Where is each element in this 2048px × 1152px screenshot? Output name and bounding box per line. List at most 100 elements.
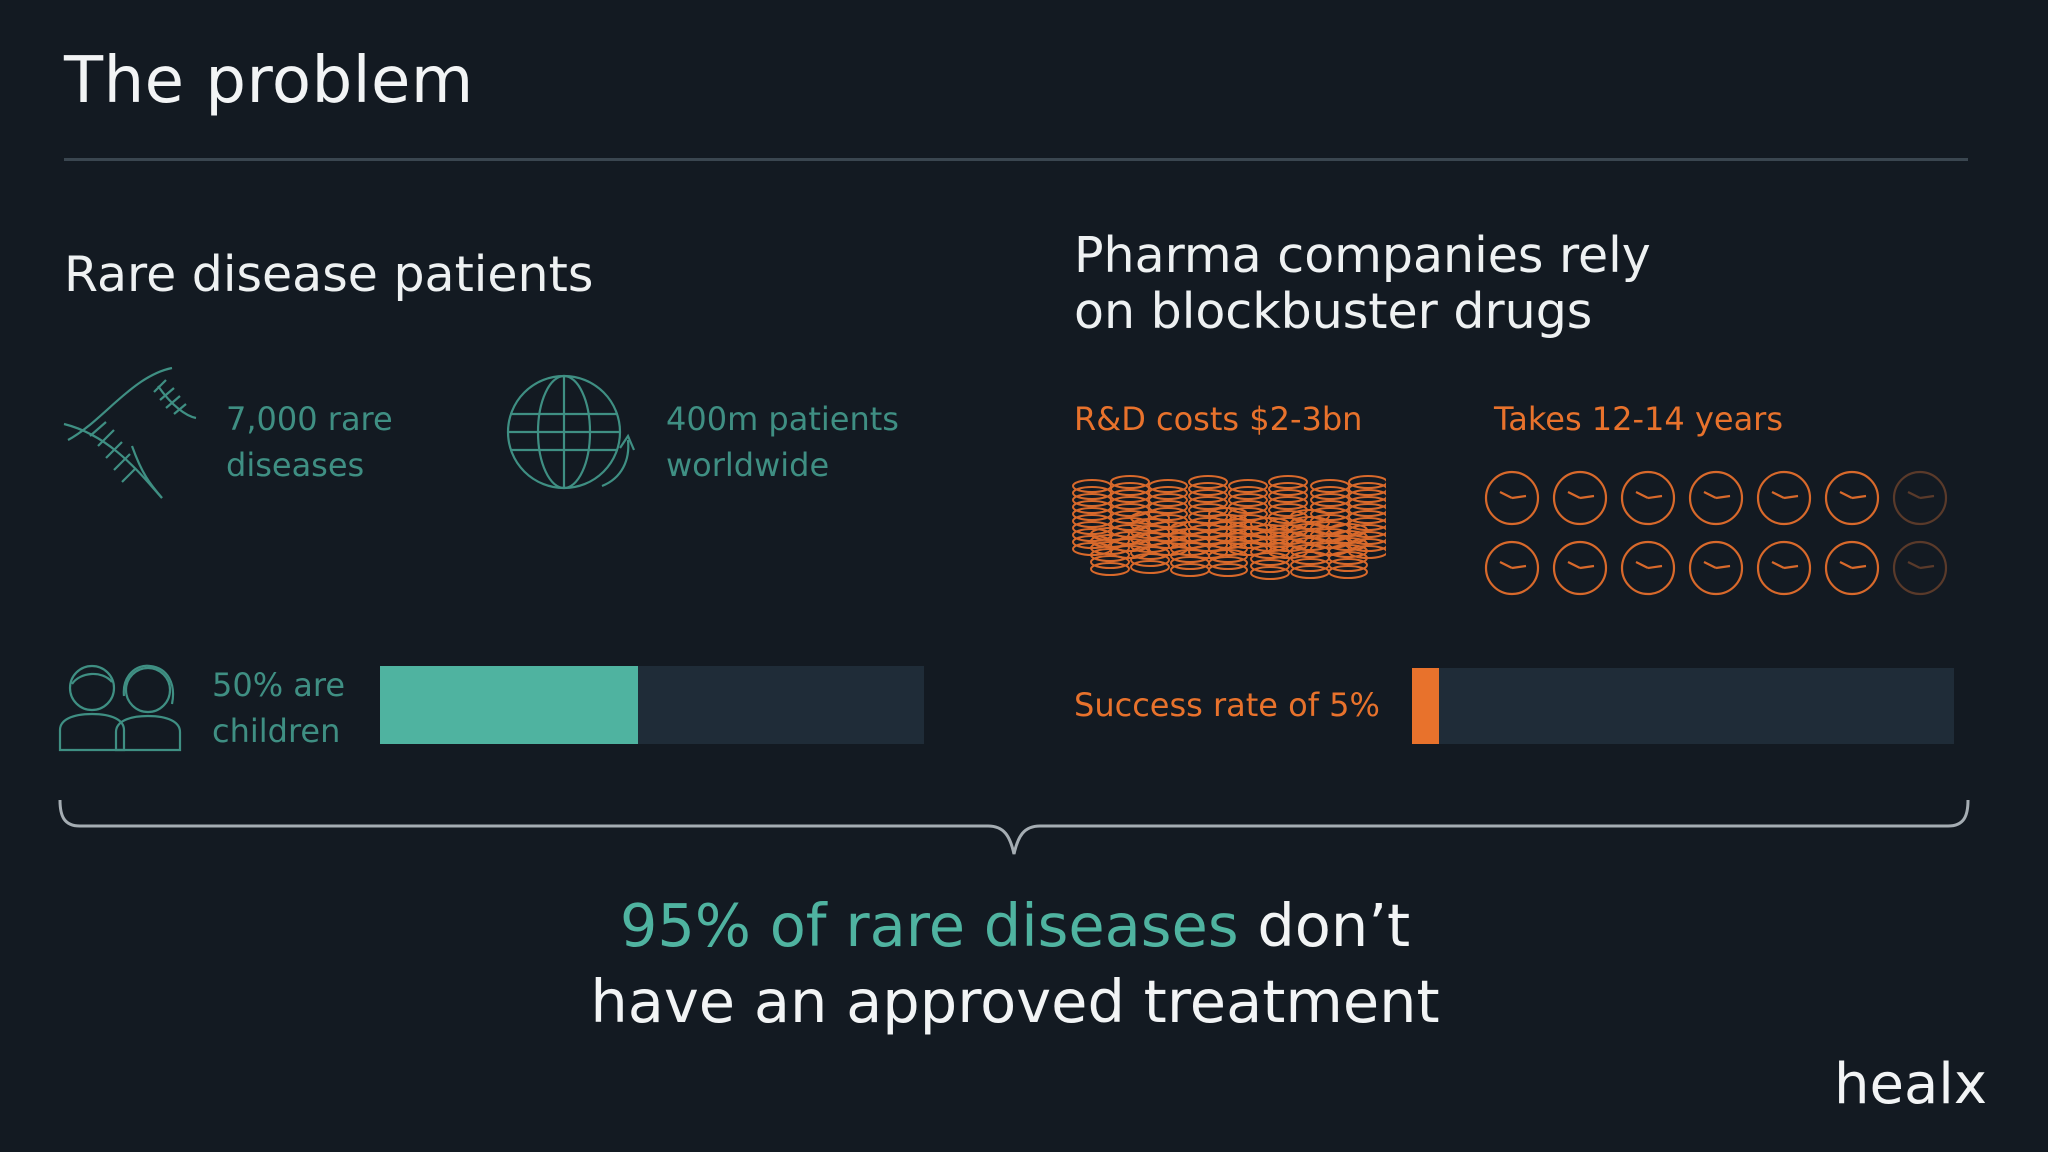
coin — [1130, 553, 1170, 567]
coin — [1250, 538, 1290, 552]
children-stat: 50% are children — [212, 662, 345, 754]
clock-icon — [1484, 470, 1540, 526]
healx-logo: healx — [1834, 1052, 1987, 1117]
coin — [1310, 479, 1350, 493]
globe-icon — [506, 374, 636, 496]
coin — [1250, 552, 1290, 566]
coin — [1208, 507, 1248, 521]
coin — [1348, 496, 1386, 510]
coin — [1148, 486, 1188, 500]
coin — [1110, 496, 1150, 510]
coin — [1188, 475, 1228, 489]
coin — [1228, 493, 1268, 507]
conclusion-rest: don’t — [1238, 891, 1411, 960]
coin — [1208, 556, 1248, 570]
coin — [1110, 510, 1150, 524]
coin — [1130, 560, 1170, 574]
rare-disease-heading: Rare disease patients — [64, 246, 594, 303]
dna-icon — [62, 366, 198, 500]
rare-diseases-stat: 7,000 rare diseases — [226, 396, 393, 488]
conclusion-line2: have an approved treatment — [590, 967, 1440, 1036]
coin — [1072, 479, 1112, 493]
coin — [1110, 475, 1150, 489]
coin — [1208, 514, 1248, 528]
brace-divider — [58, 796, 1970, 858]
conclusion-line1: 95% of rare diseases don’t — [0, 888, 2030, 964]
coin — [1208, 542, 1248, 556]
clock-grid — [1484, 468, 1958, 600]
coin — [1188, 503, 1228, 517]
coin — [1072, 500, 1112, 514]
people-icon — [58, 660, 182, 752]
coin — [1148, 479, 1188, 493]
clock-icon — [1892, 470, 1948, 526]
coin — [1228, 479, 1268, 493]
coin — [1110, 482, 1150, 496]
coin — [1268, 475, 1308, 489]
success-rate-label: Success rate of 5% — [1074, 686, 1380, 724]
coins-icon — [1072, 464, 1386, 614]
coin — [1250, 517, 1290, 531]
coin — [1188, 489, 1228, 503]
success-rate-bar — [1412, 668, 1954, 744]
clock-icon — [1824, 540, 1880, 596]
coin — [1268, 489, 1308, 503]
coin — [1072, 493, 1112, 507]
coin — [1130, 539, 1170, 553]
clock-icon — [1688, 470, 1744, 526]
page-title: The problem — [64, 44, 474, 118]
coin — [1328, 544, 1368, 558]
patients-stat: 400m patients worldwide — [666, 396, 899, 488]
clock-icon — [1756, 470, 1812, 526]
coin — [1348, 489, 1386, 503]
clock-icon — [1756, 540, 1812, 596]
coin — [1090, 562, 1130, 576]
coin — [1148, 493, 1188, 507]
coin — [1328, 551, 1368, 565]
coin — [1348, 510, 1386, 524]
coin — [1328, 537, 1368, 551]
coin — [1188, 496, 1228, 510]
clock-icon — [1688, 540, 1744, 596]
coin — [1348, 503, 1386, 517]
coin — [1130, 518, 1170, 532]
coin — [1090, 548, 1130, 562]
pharma-heading-line2: on blockbuster drugs — [1074, 283, 1593, 340]
coin — [1228, 507, 1268, 521]
coin — [1110, 489, 1150, 503]
coin — [1090, 541, 1130, 555]
coin — [1208, 535, 1248, 549]
clock-icon — [1892, 540, 1948, 596]
coin — [1072, 514, 1112, 528]
coin — [1188, 482, 1228, 496]
coin — [1208, 528, 1248, 542]
coin — [1310, 493, 1350, 507]
rare-diseases-line1: 7,000 rare — [226, 400, 393, 438]
coin — [1130, 511, 1170, 525]
coin — [1250, 559, 1290, 573]
patients-line2: worldwide — [666, 446, 830, 484]
clock-icon — [1552, 540, 1608, 596]
clock-icon — [1620, 470, 1676, 526]
coin — [1228, 535, 1268, 549]
coin — [1328, 523, 1368, 537]
coin — [1310, 500, 1350, 514]
coin — [1188, 510, 1228, 524]
coin — [1250, 566, 1290, 580]
coin — [1130, 525, 1170, 539]
coin — [1328, 530, 1368, 544]
coin — [1228, 500, 1268, 514]
coin — [1310, 486, 1350, 500]
coin — [1208, 549, 1248, 563]
coin — [1328, 565, 1368, 579]
coin — [1348, 482, 1386, 496]
clock-icon — [1824, 470, 1880, 526]
coin — [1090, 527, 1130, 541]
coin — [1250, 531, 1290, 545]
pharma-heading-line1: Pharma companies rely — [1074, 227, 1651, 284]
conclusion-highlight: 95% of rare diseases — [619, 891, 1239, 960]
clock-icon — [1620, 540, 1676, 596]
pharma-heading: Pharma companies rely on blockbuster dru… — [1074, 228, 1651, 340]
coin — [1250, 545, 1290, 559]
coin — [1250, 524, 1290, 538]
